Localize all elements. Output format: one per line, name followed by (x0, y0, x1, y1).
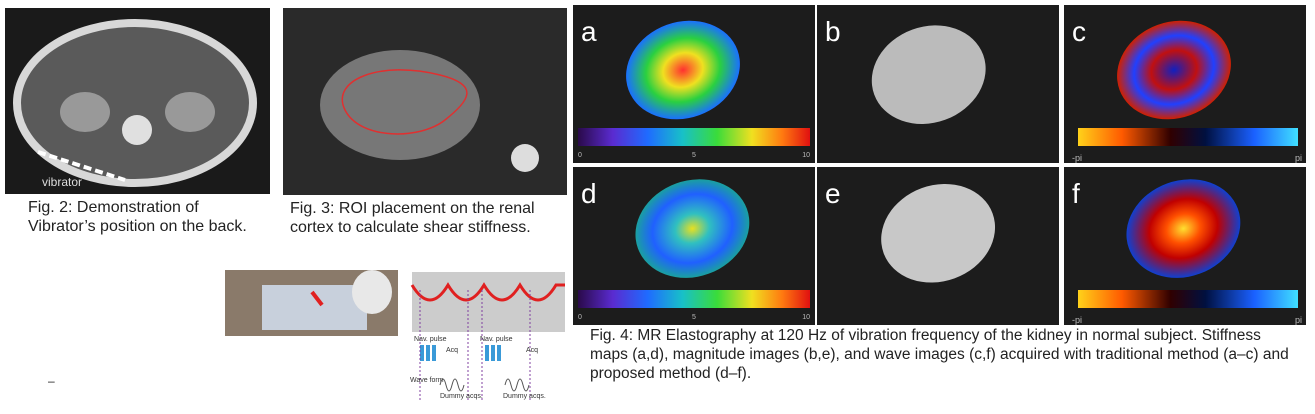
panel-letter: d (581, 178, 597, 209)
diagram-label: Wave form (410, 377, 444, 384)
colorbar (578, 290, 810, 308)
panel-letter: a (581, 16, 597, 47)
nav-pulse (491, 345, 495, 361)
kidney-map (635, 179, 750, 278)
diagram: Nav. pulse Acq Nav. pulse Acq Wave form Dummy… (410, 290, 546, 400)
colorbar-label: -pi (1072, 315, 1082, 325)
diagram-label: Dummy acqs. (440, 393, 483, 400)
kidney (60, 92, 110, 132)
panel-grid: a 0 5 10 b c -pi pi d 0 5 10 e f -pi pi (573, 5, 1306, 325)
colorbar-label: 0 (578, 152, 582, 159)
kidney-map (1117, 20, 1231, 120)
panel-letter: e (825, 178, 841, 209)
stray-mark: – (48, 374, 55, 388)
kidney-map (871, 25, 986, 124)
colorbar (578, 128, 810, 146)
person (262, 285, 367, 330)
waveform (410, 282, 565, 302)
nav-pulse (485, 345, 489, 361)
caption: Fig. 3: ROI placement on the renal corte… (290, 200, 535, 236)
panel-letter: c (1072, 16, 1086, 47)
kidney-map (1126, 179, 1241, 278)
nav-pulse (426, 345, 430, 361)
diagram-label: Nav. pulse (480, 336, 513, 343)
vibrator-marker (37, 150, 126, 182)
arrow (310, 290, 324, 307)
colorbar-label: pi (1295, 315, 1302, 325)
diagram-label: Dummy acqs. (503, 393, 546, 400)
colorbar-label: 0 (578, 314, 582, 321)
diagram-image (412, 272, 565, 332)
kidney-map (626, 20, 740, 120)
kidney (320, 50, 480, 160)
body-outline (13, 19, 257, 187)
caption: Fig. 4: MR Elastography at 120 Hz of vib… (590, 327, 1289, 382)
colorbar-label: 10 (802, 314, 810, 321)
colorbar-label: pi (1295, 153, 1302, 163)
colorbar-label: 5 (692, 152, 696, 159)
diagram-label: Acq (446, 347, 458, 354)
colorbar-label: 5 (692, 314, 696, 321)
diagram-label: Acq (526, 347, 538, 354)
diagram-label: Nav. pulse (414, 336, 447, 343)
colorbar-label: 10 (802, 152, 810, 159)
vessel (511, 144, 539, 172)
colorbar (1078, 128, 1298, 146)
wave-form (439, 378, 530, 392)
roi-outline (341, 69, 468, 135)
caption: Fig. 2: Demonstration of Vibrator’s posi… (28, 199, 247, 235)
panel-letter: b (825, 16, 841, 47)
kidney-map (881, 184, 996, 283)
panel-letter: f (1072, 178, 1080, 209)
nav-pulse (432, 345, 436, 361)
face-mask (352, 270, 392, 314)
colorbar-label: -pi (1072, 153, 1082, 163)
nav-pulse (420, 345, 424, 361)
image-label: vibrator (42, 175, 82, 189)
nav-pulse (497, 345, 501, 361)
kidney (165, 92, 215, 132)
colorbar (1078, 290, 1298, 308)
spine (122, 115, 152, 145)
